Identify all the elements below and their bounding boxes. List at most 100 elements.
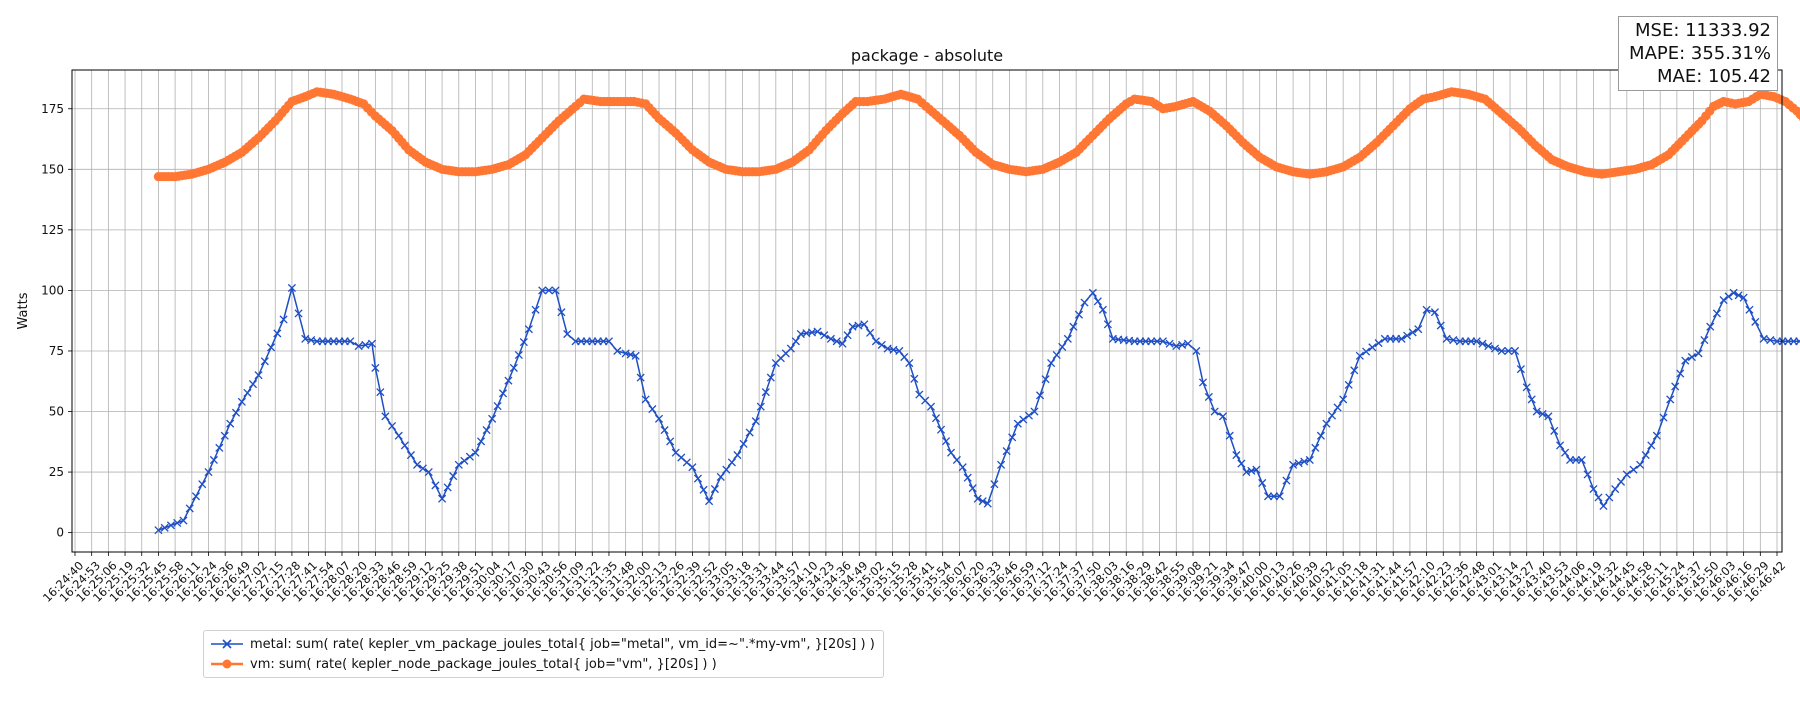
data-point-metal [626,350,635,359]
data-point-metal [866,328,875,337]
data-point-metal [1088,288,1097,297]
data-point-metal [716,472,725,481]
data-point-metal [826,334,835,343]
data-point-metal [1739,293,1748,302]
data-point-metal [1368,343,1377,352]
data-point-metal [346,337,355,346]
data-point-metal [254,371,263,380]
data-point-metal [1544,412,1553,421]
y-tick-label: 125 [41,223,64,237]
data-point-metal [820,331,829,340]
data-point-metal [1616,477,1626,486]
series-markers-vm [153,87,1800,182]
data-point-metal [376,388,385,397]
data-point-metal [1002,447,1011,456]
data-point-metal [1316,431,1325,440]
data-point-metal [621,349,630,358]
data-point-metal [1751,317,1760,326]
data-point-metal [722,465,731,474]
data-point-metal [1561,448,1570,457]
data-point-metal [438,494,447,503]
data-point-metal [1397,334,1406,343]
data-point-metal [843,331,852,340]
data-point-metal [354,342,363,351]
data-point-metal [1538,409,1547,418]
data-point-metal [636,373,645,382]
stats-box: MSE: 11333.92 MAPE: 355.31% MAE: 105.42 [1618,16,1778,91]
data-point-metal [191,492,201,501]
data-point-metal [1566,455,1575,465]
data-point-metal [1333,403,1342,412]
data-point-metal [978,497,987,506]
data-point-metal [936,425,946,434]
data-point-metal [941,437,951,446]
data-point-metal [1599,501,1608,511]
data-point-metal [968,484,977,493]
data-point-metal [154,526,163,535]
data-point-metal [1516,365,1525,374]
data-point-metal [367,339,377,348]
data-point-metal [443,483,452,492]
data-point-metal [1472,337,1481,346]
data-point-metal [394,431,403,440]
data-point-metal [1745,305,1754,314]
data-point-metal [1504,346,1513,356]
data-point-metal [983,499,992,508]
data-point-metal [1047,359,1056,368]
data-point-metal [1013,419,1022,428]
data-point-metal [544,286,553,295]
data-point-metal [688,463,697,472]
data-point-metal [406,451,416,460]
data-point-metal [1093,297,1102,306]
plot-area [71,69,1783,553]
data-point-metal [1527,395,1536,404]
mse-value: MSE: 11333.92 [1634,20,1771,41]
data-point-metal [1414,325,1423,334]
data-point-metal [243,388,252,398]
data-point-metal [1681,356,1690,365]
legend: metal: sum( rate( kepler_vm_package_joul… [203,630,884,678]
data-point-metal [220,431,229,440]
series-markers-metal [154,283,1800,535]
data-point-metal [1522,383,1531,392]
data-point-metal [710,484,719,494]
data-point-metal [287,283,296,293]
data-point-metal [1583,470,1592,479]
mape-value: MAPE: 355.31% [1629,43,1771,64]
data-point-metal [1484,342,1493,351]
data-point-metal [1571,455,1580,465]
data-point-metal [538,286,547,295]
data-point-metal [413,460,422,469]
data-point-metal [1165,339,1174,348]
data-point-metal [1158,337,1168,346]
data-point-metal [1198,378,1208,387]
data-point-metal [279,315,288,324]
data-point-metal [1577,455,1586,465]
data-point-metal [1030,407,1039,416]
data-point-metal [1058,342,1067,351]
data-point-metal [1147,337,1156,346]
data-point-metal [860,320,869,329]
data-point-metal [1305,455,1314,465]
y-tick-label: 150 [41,162,64,176]
data-point-metal [1724,292,1733,301]
data-point-metal [1374,339,1383,348]
y-tick-label: 75 [49,344,64,358]
data-point-metal [1041,375,1050,384]
chart-title: package - absolute [851,46,1003,65]
data-point-metal [1759,334,1768,343]
data-point-metal [631,351,640,360]
data-point-metal [198,480,207,489]
data-point-metal [557,308,566,317]
data-point-metal [1734,291,1743,300]
data-point-metal [294,309,303,318]
data-point-metal [1611,484,1620,494]
y-tick-label: 100 [41,283,64,297]
data-point-metal [733,451,742,460]
data-point-metal [1232,451,1241,460]
data-point-metal [1008,433,1017,442]
data-point-metal [1052,350,1061,360]
data-point-metal [1098,305,1107,314]
data-point-metal [381,412,390,421]
